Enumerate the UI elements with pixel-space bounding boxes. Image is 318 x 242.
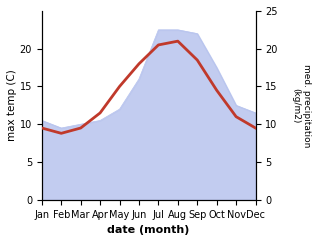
Y-axis label: max temp (C): max temp (C) — [7, 69, 17, 141]
Y-axis label: med. precipitation
(kg/m2): med. precipitation (kg/m2) — [292, 64, 311, 147]
X-axis label: date (month): date (month) — [107, 225, 190, 235]
